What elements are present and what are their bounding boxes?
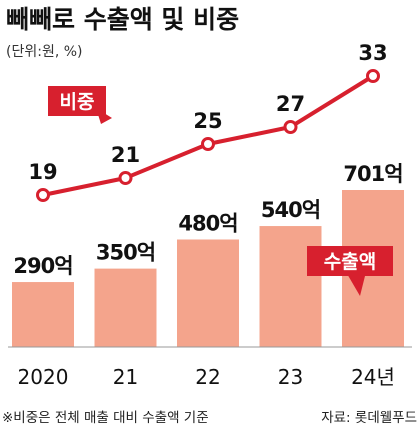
x-tick-label: 23 [278,365,303,389]
line-value-label: 21 [111,143,140,167]
bar-value-label: 290억 [13,254,72,278]
line-tag-box [48,86,106,116]
line-value-label: 27 [276,92,305,116]
bar-value-label: 480억 [178,211,237,235]
x-tick-label: 21 [113,365,138,389]
line-value-label: 33 [358,41,387,65]
bar [177,239,239,347]
line-point [283,120,298,134]
bar-tag-box [307,246,393,276]
x-ticks: 2020 21 22 23 24년 [18,365,395,389]
bar [94,268,157,347]
line-point [118,171,133,185]
footnote: ※비중은 전체 매출 대비 수출액 기준 [2,410,209,426]
source-credit: 자료: 롯데웰푸드 [321,410,417,426]
x-tick-label: 22 [195,365,220,389]
bar-value-label: 540억 [261,198,320,222]
line-value-label: 25 [193,109,222,133]
chart-title: 빼빼로 수출액 및 비중 [6,5,239,34]
x-tick-label: 2020 [18,365,69,389]
line-series-tag: 비중 [48,86,112,124]
x-tick-label: 24년 [351,365,395,389]
line-point [366,69,380,83]
bar-series-tag: 수출액 [307,246,393,296]
line-tag-label: 비중 [60,91,95,113]
bar [12,282,74,347]
line-value-label: 19 [28,160,57,184]
line-series: 19 21 25 27 33 [28,41,388,202]
bar [259,226,322,347]
line-point [201,137,215,151]
bar-value-label: 701억 [343,162,402,186]
bar-value-label: 350억 [96,241,155,265]
bar-tag-pointer [346,272,366,296]
unit-note: (단위:원, %) [6,44,82,60]
bar-tag-label: 수출액 [324,251,376,273]
line-point [36,188,50,202]
